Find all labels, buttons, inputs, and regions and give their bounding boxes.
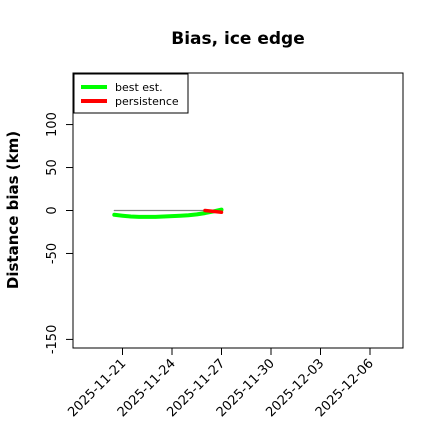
y-tick-label: 50 — [45, 159, 60, 176]
series-line-persistence — [203, 208, 224, 214]
y-tick-label: -150 — [45, 325, 60, 355]
y-tick-label: 100 — [45, 112, 60, 137]
y-axis-label: Distance bias (km) — [4, 131, 22, 289]
legend-box — [73, 73, 189, 114]
series-layer — [112, 207, 224, 219]
y-tick-label: -50 — [45, 243, 60, 264]
series-line-best-est — [112, 207, 224, 219]
chart-title: Bias, ice edge — [171, 29, 305, 49]
legend-label-persistence: persistence — [115, 95, 179, 108]
legend: best est. persistence — [73, 73, 189, 114]
y-axis: -150 -50 0 50 100 — [45, 112, 73, 354]
y-tick-label: 0 — [45, 206, 60, 214]
x-axis: 2025-11-212025-11-242025-11-272025-11-30… — [65, 348, 377, 420]
legend-label-best-est: best est. — [115, 81, 163, 94]
